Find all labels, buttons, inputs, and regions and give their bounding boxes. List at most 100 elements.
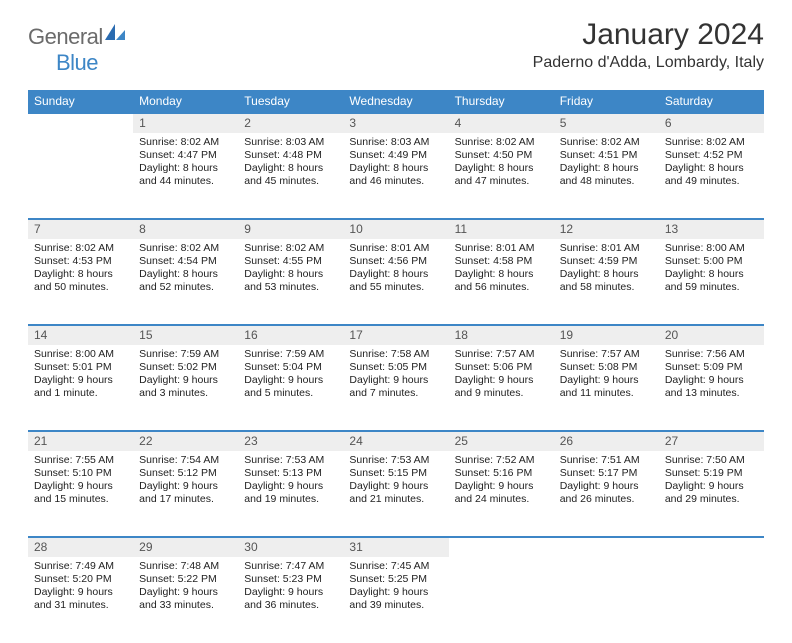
daylight-line: Daylight: 9 hours and 1 minute.	[34, 374, 127, 400]
daynum-3: 3	[343, 113, 448, 133]
sunrise-line: Sunrise: 8:00 AM	[665, 242, 758, 255]
daylight-line: Daylight: 9 hours and 26 minutes.	[560, 480, 653, 506]
week-1-daynums: 123456	[28, 113, 764, 133]
daynum-28: 28	[28, 537, 133, 557]
daynum-25: 25	[449, 431, 554, 451]
daylight-line: Daylight: 8 hours and 48 minutes.	[560, 162, 653, 188]
daynum-empty	[659, 537, 764, 557]
sunset-line: Sunset: 5:10 PM	[34, 467, 127, 480]
day-5-cell: Sunrise: 8:02 AMSunset: 4:51 PMDaylight:…	[554, 133, 659, 219]
daynum-24: 24	[343, 431, 448, 451]
daylight-line: Daylight: 9 hours and 13 minutes.	[665, 374, 758, 400]
daylight-line: Daylight: 9 hours and 21 minutes.	[349, 480, 442, 506]
day-25-content: Sunrise: 7:52 AMSunset: 5:16 PMDaylight:…	[449, 451, 554, 513]
daynum-23: 23	[238, 431, 343, 451]
sunrise-line: Sunrise: 7:56 AM	[665, 348, 758, 361]
day-2-content: Sunrise: 8:03 AMSunset: 4:48 PMDaylight:…	[238, 133, 343, 195]
sunrise-line: Sunrise: 8:03 AM	[244, 136, 337, 149]
sunset-line: Sunset: 5:15 PM	[349, 467, 442, 480]
daylight-line: Daylight: 8 hours and 47 minutes.	[455, 162, 548, 188]
day-23-cell: Sunrise: 7:53 AMSunset: 5:13 PMDaylight:…	[238, 451, 343, 537]
day-3-content: Sunrise: 8:03 AMSunset: 4:49 PMDaylight:…	[343, 133, 448, 195]
daylight-line: Daylight: 8 hours and 58 minutes.	[560, 268, 653, 294]
sunrise-line: Sunrise: 8:02 AM	[139, 136, 232, 149]
month-title: January 2024	[533, 18, 764, 52]
day-empty	[659, 557, 764, 643]
day-26-cell: Sunrise: 7:51 AMSunset: 5:17 PMDaylight:…	[554, 451, 659, 537]
day-18-content: Sunrise: 7:57 AMSunset: 5:06 PMDaylight:…	[449, 345, 554, 407]
sunrise-line: Sunrise: 7:45 AM	[349, 560, 442, 573]
daylight-line: Daylight: 9 hours and 7 minutes.	[349, 374, 442, 400]
daynum-15: 15	[133, 325, 238, 345]
daylight-line: Daylight: 9 hours and 17 minutes.	[139, 480, 232, 506]
day-7-cell: Sunrise: 8:02 AMSunset: 4:53 PMDaylight:…	[28, 239, 133, 325]
day-30-content: Sunrise: 7:47 AMSunset: 5:23 PMDaylight:…	[238, 557, 343, 619]
sunset-line: Sunset: 5:13 PM	[244, 467, 337, 480]
day-4-content: Sunrise: 8:02 AMSunset: 4:50 PMDaylight:…	[449, 133, 554, 195]
weekday-monday: Monday	[133, 90, 238, 113]
daylight-line: Daylight: 9 hours and 15 minutes.	[34, 480, 127, 506]
sunset-line: Sunset: 5:09 PM	[665, 361, 758, 374]
daylight-line: Daylight: 8 hours and 44 minutes.	[139, 162, 232, 188]
daynum-20: 20	[659, 325, 764, 345]
daylight-line: Daylight: 9 hours and 39 minutes.	[349, 586, 442, 612]
weekday-wednesday: Wednesday	[343, 90, 448, 113]
day-1-content: Sunrise: 8:02 AMSunset: 4:47 PMDaylight:…	[133, 133, 238, 195]
daylight-line: Daylight: 8 hours and 45 minutes.	[244, 162, 337, 188]
daylight-line: Daylight: 8 hours and 50 minutes.	[34, 268, 127, 294]
day-27-content: Sunrise: 7:50 AMSunset: 5:19 PMDaylight:…	[659, 451, 764, 513]
title-block: January 2024 Paderno d'Adda, Lombardy, I…	[533, 18, 764, 72]
day-30-cell: Sunrise: 7:47 AMSunset: 5:23 PMDaylight:…	[238, 557, 343, 643]
daylight-line: Daylight: 8 hours and 56 minutes.	[455, 268, 548, 294]
sunrise-line: Sunrise: 7:50 AM	[665, 454, 758, 467]
week-2-daynums: 78910111213	[28, 219, 764, 239]
day-17-content: Sunrise: 7:58 AMSunset: 5:05 PMDaylight:…	[343, 345, 448, 407]
daynum-27: 27	[659, 431, 764, 451]
calendar-page: General Blue January 2024 Paderno d'Adda…	[0, 0, 792, 643]
day-2-cell: Sunrise: 8:03 AMSunset: 4:48 PMDaylight:…	[238, 133, 343, 219]
daylight-line: Daylight: 9 hours and 36 minutes.	[244, 586, 337, 612]
sunset-line: Sunset: 4:58 PM	[455, 255, 548, 268]
daynum-empty	[28, 113, 133, 133]
sunset-line: Sunset: 5:06 PM	[455, 361, 548, 374]
sunrise-line: Sunrise: 7:49 AM	[34, 560, 127, 573]
logo-word-1: General	[28, 24, 103, 49]
daynum-2: 2	[238, 113, 343, 133]
daynum-11: 11	[449, 219, 554, 239]
day-9-cell: Sunrise: 8:02 AMSunset: 4:55 PMDaylight:…	[238, 239, 343, 325]
daylight-line: Daylight: 9 hours and 9 minutes.	[455, 374, 548, 400]
daynum-21: 21	[28, 431, 133, 451]
logo-sail-icon	[105, 24, 125, 45]
sunrise-line: Sunrise: 7:53 AM	[244, 454, 337, 467]
daynum-17: 17	[343, 325, 448, 345]
daylight-line: Daylight: 8 hours and 46 minutes.	[349, 162, 442, 188]
day-19-content: Sunrise: 7:57 AMSunset: 5:08 PMDaylight:…	[554, 345, 659, 407]
week-5-content: Sunrise: 7:49 AMSunset: 5:20 PMDaylight:…	[28, 557, 764, 643]
daylight-line: Daylight: 9 hours and 24 minutes.	[455, 480, 548, 506]
daynum-31: 31	[343, 537, 448, 557]
sunset-line: Sunset: 4:47 PM	[139, 149, 232, 162]
sunrise-line: Sunrise: 8:01 AM	[560, 242, 653, 255]
daynum-19: 19	[554, 325, 659, 345]
daynum-14: 14	[28, 325, 133, 345]
day-21-cell: Sunrise: 7:55 AMSunset: 5:10 PMDaylight:…	[28, 451, 133, 537]
day-26-content: Sunrise: 7:51 AMSunset: 5:17 PMDaylight:…	[554, 451, 659, 513]
day-24-content: Sunrise: 7:53 AMSunset: 5:15 PMDaylight:…	[343, 451, 448, 513]
sunset-line: Sunset: 4:53 PM	[34, 255, 127, 268]
sunrise-line: Sunrise: 7:59 AM	[139, 348, 232, 361]
sunset-line: Sunset: 5:12 PM	[139, 467, 232, 480]
sunrise-line: Sunrise: 7:57 AM	[455, 348, 548, 361]
day-14-cell: Sunrise: 8:00 AMSunset: 5:01 PMDaylight:…	[28, 345, 133, 431]
sunset-line: Sunset: 4:54 PM	[139, 255, 232, 268]
week-5-daynums: 28293031	[28, 537, 764, 557]
sunrise-line: Sunrise: 7:58 AM	[349, 348, 442, 361]
weekday-friday: Friday	[554, 90, 659, 113]
day-3-cell: Sunrise: 8:03 AMSunset: 4:49 PMDaylight:…	[343, 133, 448, 219]
sunset-line: Sunset: 5:22 PM	[139, 573, 232, 586]
logo-word-2: Blue	[28, 50, 98, 75]
header: General Blue January 2024 Paderno d'Adda…	[28, 18, 764, 76]
week-4-content: Sunrise: 7:55 AMSunset: 5:10 PMDaylight:…	[28, 451, 764, 537]
daynum-4: 4	[449, 113, 554, 133]
daynum-8: 8	[133, 219, 238, 239]
week-4-daynums: 21222324252627	[28, 431, 764, 451]
